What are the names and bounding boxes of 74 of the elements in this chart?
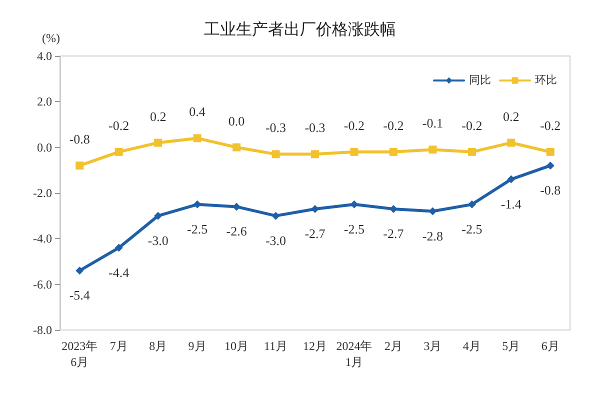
x-tick-label: 3月 bbox=[424, 339, 442, 353]
point bbox=[468, 148, 476, 156]
legend-label: 环比 bbox=[535, 74, 557, 86]
data-label: -2.7 bbox=[383, 226, 404, 241]
point bbox=[154, 212, 162, 220]
point bbox=[114, 148, 123, 156]
data-label: -2.6 bbox=[226, 224, 248, 239]
data-label: -0.3 bbox=[304, 120, 326, 136]
point bbox=[389, 148, 398, 156]
data-label: -0.1 bbox=[422, 116, 443, 131]
data-label: -2.5 bbox=[344, 221, 365, 236]
point bbox=[76, 162, 84, 170]
point bbox=[311, 204, 319, 213]
data-label: -0.2 bbox=[462, 118, 482, 133]
point bbox=[546, 162, 554, 170]
data-label: -1.4 bbox=[500, 196, 522, 212]
x-tick-label: 2024年 1月 bbox=[336, 339, 372, 369]
legend-label: 同比 bbox=[469, 74, 491, 86]
y-tick-label: 2.0 bbox=[37, 94, 52, 109]
x-tick-label: 12月 bbox=[303, 339, 327, 353]
x-tick-label: 8月 bbox=[149, 339, 168, 353]
point bbox=[311, 150, 319, 158]
point bbox=[193, 200, 202, 208]
point bbox=[272, 150, 280, 158]
x-tick-label: 6月 bbox=[541, 339, 560, 353]
point bbox=[507, 175, 516, 184]
point bbox=[114, 244, 123, 252]
data-label: -0.3 bbox=[265, 120, 286, 136]
data-label: -5.4 bbox=[69, 288, 90, 303]
data-label: 0.2 bbox=[150, 108, 166, 124]
data-label: -3.0 bbox=[148, 232, 168, 248]
x-tick-label: 2月 bbox=[384, 339, 402, 353]
data-label: -4.4 bbox=[108, 264, 130, 280]
data-label: -0.2 bbox=[108, 118, 130, 133]
data-label: 0.2 bbox=[503, 108, 520, 124]
point bbox=[76, 266, 84, 275]
x-tick-label: 11月 bbox=[264, 339, 288, 353]
point bbox=[546, 148, 554, 156]
x-tick-label: 7月 bbox=[110, 339, 128, 353]
x-tick-label: 2023年 6月 bbox=[62, 339, 98, 369]
point bbox=[193, 134, 202, 142]
point bbox=[154, 138, 162, 147]
data-label: -2.7 bbox=[304, 226, 326, 241]
data-label: -3.0 bbox=[265, 232, 286, 248]
x-tick-label: 10月 bbox=[224, 339, 249, 353]
data-label: -0.8 bbox=[69, 132, 90, 147]
y-axis-title: (%) bbox=[42, 31, 60, 45]
data-label: -0.2 bbox=[344, 118, 365, 133]
point bbox=[507, 138, 516, 147]
chart-title: 工业生产者出厂价格涨跌幅 bbox=[204, 20, 396, 38]
data-label: -2.8 bbox=[422, 228, 443, 244]
x-tick-label: 4月 bbox=[462, 339, 481, 353]
data-label: 0.0 bbox=[228, 113, 245, 128]
data-label: -0.2 bbox=[540, 118, 561, 133]
data-label: -0.8 bbox=[540, 182, 561, 198]
data-label: -2.5 bbox=[462, 221, 482, 236]
y-tick-label: 4.0 bbox=[37, 49, 52, 63]
y-tick-label: -4.0 bbox=[33, 232, 52, 246]
point bbox=[468, 200, 476, 208]
point bbox=[350, 200, 358, 208]
point bbox=[428, 146, 437, 154]
data-label: 0.4 bbox=[189, 104, 206, 120]
y-tick-label: -6.0 bbox=[33, 277, 52, 292]
point bbox=[232, 202, 241, 211]
x-tick-label: 5月 bbox=[502, 339, 520, 353]
y-tick-label: -8.0 bbox=[33, 323, 52, 337]
data-label: -2.5 bbox=[187, 221, 208, 236]
x-tick-label: 9月 bbox=[188, 339, 206, 353]
data-label: -0.2 bbox=[383, 118, 404, 133]
point bbox=[350, 148, 358, 156]
point bbox=[232, 143, 241, 152]
y-tick-label: -2.0 bbox=[33, 186, 52, 200]
y-tick-label: 0.0 bbox=[37, 140, 52, 154]
point bbox=[272, 212, 280, 220]
